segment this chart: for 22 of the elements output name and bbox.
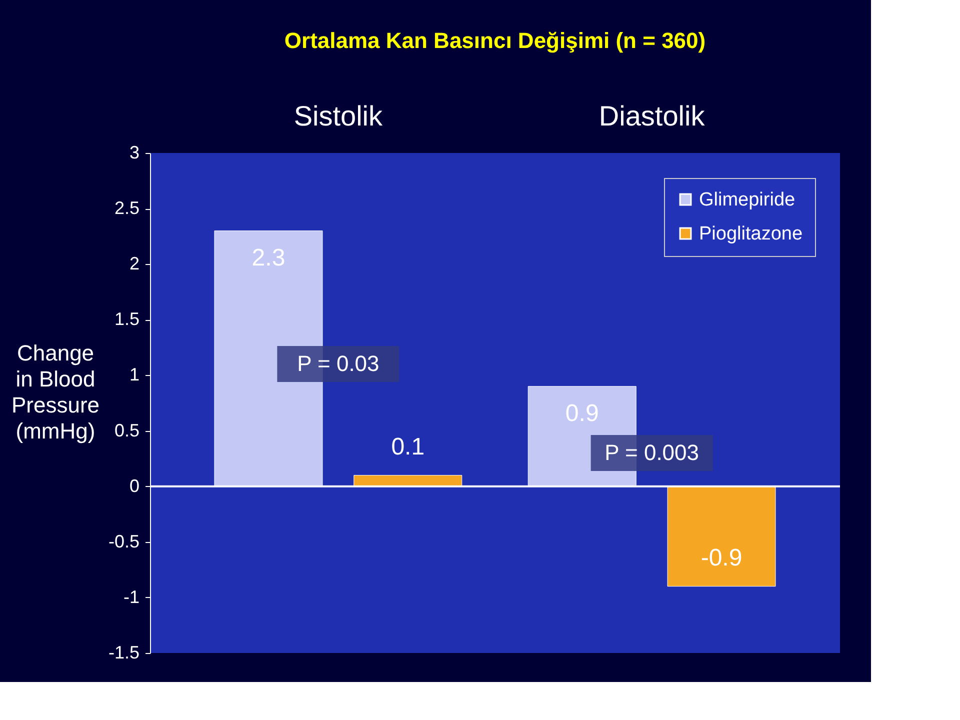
annotation: P = 0.03 xyxy=(297,351,380,376)
y-tick-label: 1.5 xyxy=(114,309,140,330)
y-tick-label: 2.5 xyxy=(114,198,140,218)
y-tick-label: -1.5 xyxy=(108,642,140,662)
y-tick-label: 0 xyxy=(129,476,140,496)
annotation: P = 0.003 xyxy=(604,440,700,465)
data-label: 0.1 xyxy=(391,433,425,460)
data-label: 2.3 xyxy=(252,244,286,272)
y-tick-label: -1 xyxy=(123,586,140,607)
y-axis-title: Change in Blood Pressure (mmHg) xyxy=(11,340,100,444)
y-tick-label: 1 xyxy=(129,364,140,385)
data-label: -0.9 xyxy=(700,544,742,572)
y-tick-label: -0.5 xyxy=(108,531,140,552)
legend-label: Pioglitazone xyxy=(699,224,803,244)
y-tick-label: 0.5 xyxy=(114,420,140,440)
x-tick-label: Diastolik xyxy=(598,100,706,132)
data-label: 0.9 xyxy=(565,400,599,428)
y-tick-label: 3 xyxy=(129,142,140,162)
x-tick-label: Sistolik xyxy=(294,100,384,132)
legend-label: Glimepiride xyxy=(699,190,796,210)
y-tick-label: 2 xyxy=(129,254,140,274)
chart-title: Ortalama Kan Basıncı Değişimi (n = 360) xyxy=(284,28,706,53)
